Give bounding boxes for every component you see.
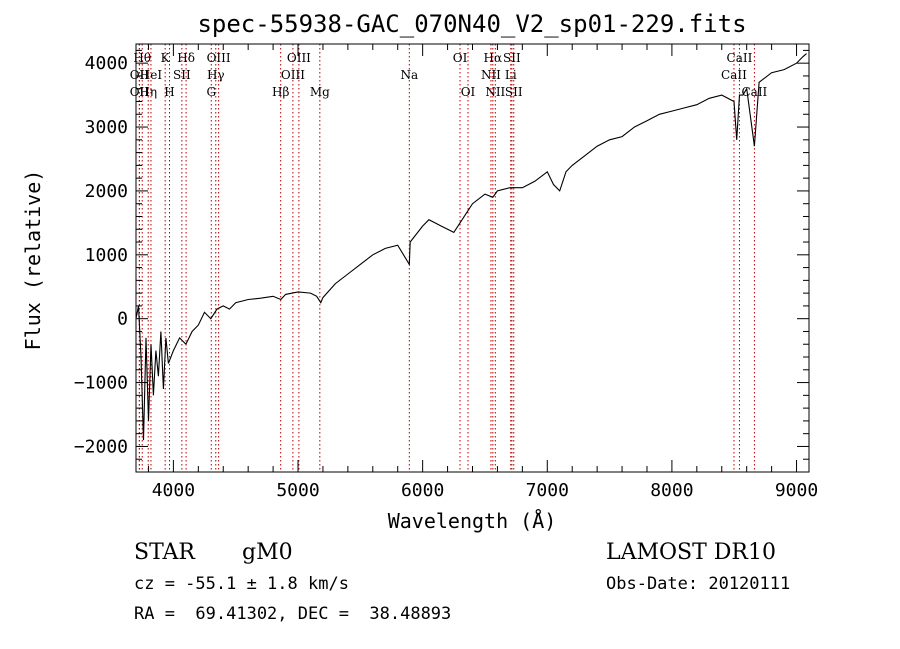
spectral-line-label: Hα — [484, 51, 503, 65]
spectral-line-label: Na — [400, 68, 418, 82]
spectral-line-label: OII — [130, 85, 150, 99]
spectral-line-label: NII — [485, 85, 505, 99]
y-axis-label: Flux (relative) — [21, 170, 45, 351]
y-tick-label: −1000 — [74, 373, 128, 394]
spectral-line-label: Li — [505, 68, 517, 82]
spectral-line-label: OI — [461, 85, 476, 99]
x-tick-label: 9000 — [775, 480, 818, 501]
y-tick-label: 2000 — [85, 181, 128, 202]
spectral-line-label: SII — [505, 85, 523, 99]
spectral-line-label: Hδ — [177, 51, 195, 65]
redshift-text: cz = -55.1 ± 1.8 km/s — [134, 574, 349, 594]
spectral-line-label: H — [164, 85, 174, 99]
spectral-line-label: Hβ — [272, 85, 289, 99]
spectral-line-label: CaII — [727, 51, 753, 65]
axis-ticks: 4000 5000 6000 7000 8000 9000 −2000 −1000 0 1000 2… — [74, 44, 818, 501]
object-subclass: gM0 — [242, 540, 293, 565]
spectral-line-label: SII — [173, 68, 191, 82]
spectral-line-label: OI — [453, 51, 468, 65]
coordinates: RA = 69.41302, DEC = 38.48893 — [134, 604, 452, 624]
spectral-line-label: HeI — [140, 68, 163, 82]
spectral-line-label: SII — [503, 51, 521, 65]
spectral-line-label: G — [206, 85, 216, 99]
x-tick-label: 6000 — [401, 480, 444, 501]
spectral-line-label: K — [161, 51, 171, 65]
obs-date: Obs-Date: 20120111 — [606, 574, 791, 594]
spectral-line-label: CaII — [721, 68, 747, 82]
spectral-line-label: NII — [481, 68, 501, 82]
spectral-line-label: Hγ — [207, 68, 225, 82]
x-tick-label: 8000 — [650, 480, 693, 501]
spectral-line-label: CaII — [741, 85, 767, 99]
y-tick-label: 1000 — [85, 245, 128, 266]
spectral-line-label: OIII — [207, 51, 231, 65]
spectrum-line — [135, 53, 807, 441]
x-tick-label: 4000 — [152, 480, 195, 501]
spectral-line-label: Mg — [310, 85, 330, 99]
spectral-line-label: OIII — [287, 51, 311, 65]
spectral-line-label: Hη — [139, 85, 157, 99]
plot-frame — [135, 43, 810, 473]
y-tick-label: 3000 — [85, 117, 128, 138]
x-axis-label: Wavelength (Å) — [388, 509, 557, 533]
y-tick-label: 0 — [117, 309, 128, 330]
x-tick-label: 5000 — [276, 480, 319, 501]
line-labels: HθOIIOIIHηHeIKHSIIHδGHγOIIIHβOIIIOIIIMgN… — [130, 51, 768, 99]
x-tick-label: 7000 — [526, 480, 569, 501]
survey-name: LAMOST DR10 — [606, 540, 776, 565]
spectral-line-markers — [138, 44, 755, 472]
spectral-line-label: OII — [130, 68, 150, 82]
spectral-line-label: OIII — [281, 68, 305, 82]
spectral-line-label: Hθ — [133, 51, 151, 65]
object-type: STAR — [134, 540, 195, 565]
chart-title: spec-55938-GAC_070N40_V2_sp01-229.fits — [197, 10, 746, 38]
y-tick-label: −2000 — [74, 436, 128, 457]
y-tick-label: 4000 — [85, 53, 128, 74]
